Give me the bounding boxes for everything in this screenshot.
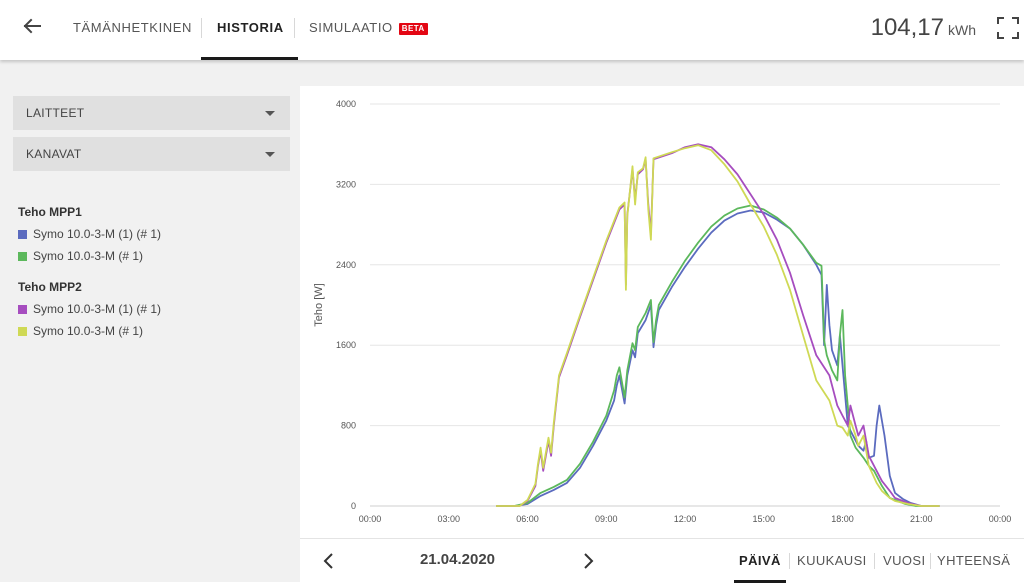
previous-day-button[interactable] [318,549,340,573]
x-tick-label: 18:00 [831,514,854,524]
series-line [496,144,940,507]
tab-current-label: TÄMÄNHETKINEN [73,20,193,35]
x-tick-label: 12:00 [674,514,697,524]
series-line [496,143,940,507]
x-tick-label: 03:00 [437,514,460,524]
legend-label: Symo 10.0-3-M (# 1) [33,249,144,263]
energy-unit: kWh [948,22,976,38]
x-tick-label: 09:00 [595,514,618,524]
legend-swatch [18,230,27,239]
top-bar: TÄMÄNHETKINEN HISTORIA SIMULAATIO BETA 10… [0,0,1024,60]
chart-axes: 0 800 1600 2400 3200 4000 00:00 03:00 06:00 09:00… [313,99,1011,524]
y-axis-title: Teho [W] [313,283,325,326]
period-tab-label: PÄIVÄ [739,553,781,568]
devices-dropdown[interactable]: LAITTEET [13,96,290,130]
period-tab-total[interactable]: YHTEENSÄ [937,539,1010,583]
header-spacer [0,60,1024,86]
tab-current[interactable]: TÄMÄNHETKINEN [73,0,192,60]
legend-swatch [18,327,27,336]
chevron-right-icon [584,553,594,569]
legend-group-title: Teho MPP2 [18,280,82,294]
y-tick-label: 2400 [336,260,356,270]
date-navigation: 21.04.2020 PÄIVÄ KUUKAUSI VUOSI YHTEENSÄ [300,538,1024,583]
selected-date[interactable]: 21.04.2020 [419,551,496,568]
energy-total: 104,17 kWh [871,14,976,44]
tab-history[interactable]: HISTORIA [201,0,298,60]
period-separator [930,553,931,569]
period-tab-year[interactable]: VUOSI [883,539,925,583]
y-tick-label: 1600 [336,340,356,350]
chart-grid [370,103,1000,507]
chart-panel: 0 800 1600 2400 3200 4000 00:00 03:00 06:00 09:00… [300,86,1024,582]
period-separator [789,553,790,569]
x-tick-label: 15:00 [752,514,775,524]
period-separator [874,553,875,569]
beta-badge: BETA [398,23,428,35]
series-line [496,209,940,507]
tab-separator [294,18,295,38]
series-line [496,204,940,507]
period-tab-day[interactable]: PÄIVÄ [734,539,786,583]
tab-simulation-label: SIMULAATIO [309,20,393,35]
chart-series [496,143,940,507]
back-button[interactable] [18,12,46,40]
y-tick-label: 4000 [336,99,356,109]
legend-swatch [18,305,27,314]
x-tick-label: 00:00 [989,514,1012,524]
y-tick-label: 3200 [336,179,356,189]
energy-value: 104,17 [870,14,944,41]
x-tick-label: 00:00 [359,514,382,524]
legend-group-title: Teho MPP1 [18,205,82,219]
x-tick-label: 06:00 [516,514,539,524]
legend-swatch [18,252,27,261]
legend-label: Symo 10.0-3-M (# 1) [33,324,144,338]
tab-history-label: HISTORIA [217,20,284,35]
caret-down-icon [265,152,275,157]
power-chart[interactable]: 0 800 1600 2400 3200 4000 00:00 03:00 06:00 09:00… [300,86,1024,538]
period-tab-month[interactable]: KUUKAUSI [797,539,867,583]
x-tick-label: 21:00 [910,514,933,524]
chevron-left-icon [323,553,333,569]
caret-down-icon [265,111,275,116]
arrow-left-icon [23,18,41,34]
fullscreen-icon [997,17,1019,39]
legend-item[interactable]: Symo 10.0-3-M (1) (# 1) [18,302,161,316]
filter-sidebar: LAITTEET KANAVAT Teho MPP1 Symo 10.0-3-M… [0,86,300,582]
y-tick-label: 800 [341,421,356,431]
legend-item[interactable]: Symo 10.0-3-M (# 1) [18,249,143,263]
next-day-button[interactable] [577,549,599,573]
period-tab-label: KUUKAUSI [797,553,867,568]
legend-label: Symo 10.0-3-M (1) (# 1) [33,227,162,241]
y-tick-label: 0 [351,501,356,511]
devices-dropdown-label: LAITTEET [26,106,85,120]
fullscreen-button[interactable] [996,16,1020,40]
tab-separator [201,18,202,38]
legend-item[interactable]: Symo 10.0-3-M (1) (# 1) [18,227,161,241]
channels-dropdown[interactable]: KANAVAT [13,137,290,171]
period-tab-label: VUOSI [883,553,926,568]
period-tab-label: YHTEENSÄ [937,553,1011,568]
legend-label: Symo 10.0-3-M (1) (# 1) [33,302,162,316]
channels-dropdown-label: KANAVAT [26,147,82,161]
legend-item[interactable]: Symo 10.0-3-M (# 1) [18,324,143,338]
tab-simulation[interactable]: SIMULAATIO BETA [309,0,428,60]
